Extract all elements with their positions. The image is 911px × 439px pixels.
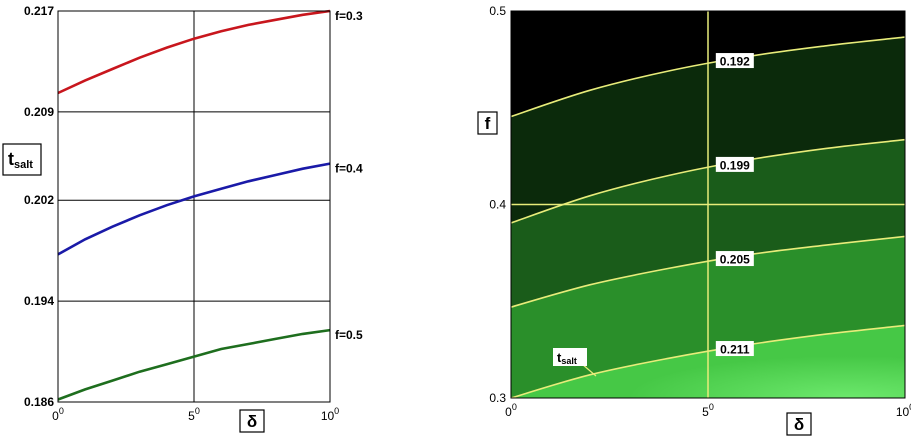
y-tick-label: 0.217 (24, 4, 54, 18)
x-tick-label: 00 (505, 402, 517, 419)
y-tick-labels: 0.186 0.194 0.202 0.209 0.217 (24, 4, 54, 409)
annotation-sub: salt (561, 356, 577, 366)
x-tick-label: 50 (702, 402, 714, 419)
series-line (57, 9, 331, 95)
y-axis-label-main: t (8, 149, 14, 169)
contour-label: 0.205 (720, 253, 750, 267)
y-tick-label: 0.194 (24, 294, 54, 308)
y-axis-label-text: f (485, 114, 491, 133)
contour-labels: 0.192 0.199 0.205 0.211 (715, 53, 754, 357)
series-label: f=0.3 (335, 9, 363, 23)
x-axis-label: δ (239, 409, 265, 433)
contour-line (511, 138, 905, 224)
y-axis-label-box (2, 143, 42, 176)
y-axis-label-sub: salt (14, 159, 33, 171)
svg-text:tsalt: tsalt (557, 350, 577, 366)
contour-label-box (715, 251, 754, 267)
contour-chart: 0.192 0.199 0.205 0.211 tsalt 0.3 0.4 0.5 00 5… (477, 4, 911, 436)
grid (57, 10, 331, 403)
x-tick-label: 00 (52, 406, 64, 423)
series-line (57, 328, 331, 401)
x-tick-label: 50 (188, 406, 200, 423)
y-tick-label: 0.202 (24, 193, 54, 207)
x-axis-label-box (786, 412, 812, 436)
x-axis-label-text: δ (794, 415, 804, 434)
x-tick-label: 100 (321, 406, 339, 423)
y-tick-label: 0.4 (489, 198, 506, 212)
y-tick-label: 0.5 (489, 4, 506, 18)
x-axis-label: δ (786, 412, 812, 436)
contour-lines (511, 36, 905, 398)
contour-annotation: tsalt (553, 348, 597, 377)
contour-line (511, 235, 905, 308)
y-tick-label: 0.186 (24, 395, 54, 409)
contour-label: 0.199 (720, 158, 750, 172)
y-axis-label: f (477, 111, 498, 135)
series-label: f=0.4 (335, 162, 363, 176)
x-tick-labels: 00 50 100 (52, 406, 339, 423)
y-axis-label-box (477, 111, 498, 135)
plot-frame (510, 10, 906, 399)
grid (511, 11, 905, 398)
plot-frame (57, 10, 331, 403)
x-axis-label-box (239, 409, 265, 433)
x-axis-label-text: δ (247, 412, 257, 431)
annotation-box (553, 348, 587, 366)
svg-text:tsalt: tsalt (8, 149, 33, 171)
y-tick-label: 0.209 (24, 105, 54, 119)
contour-label-box (715, 156, 754, 172)
series-labels: f=0.3 f=0.4 f=0.5 (335, 9, 363, 342)
contour-label-box (715, 53, 754, 69)
contour-label: 0.211 (720, 343, 750, 357)
series-line (57, 162, 331, 256)
y-tick-labels: 0.3 0.4 0.5 (489, 4, 506, 405)
y-axis-label: tsalt (2, 143, 42, 176)
contour-label: 0.192 (720, 55, 750, 69)
contour-label-box (715, 341, 754, 357)
contour-line (511, 324, 905, 398)
x-tick-labels: 00 50 100 (505, 402, 911, 419)
contour-line (511, 36, 905, 118)
x-tick-label: 100 (896, 402, 911, 419)
series-group (57, 9, 331, 401)
annotation-main: t (557, 350, 562, 365)
series-label: f=0.5 (335, 328, 363, 342)
y-tick-label: 0.3 (489, 391, 506, 405)
